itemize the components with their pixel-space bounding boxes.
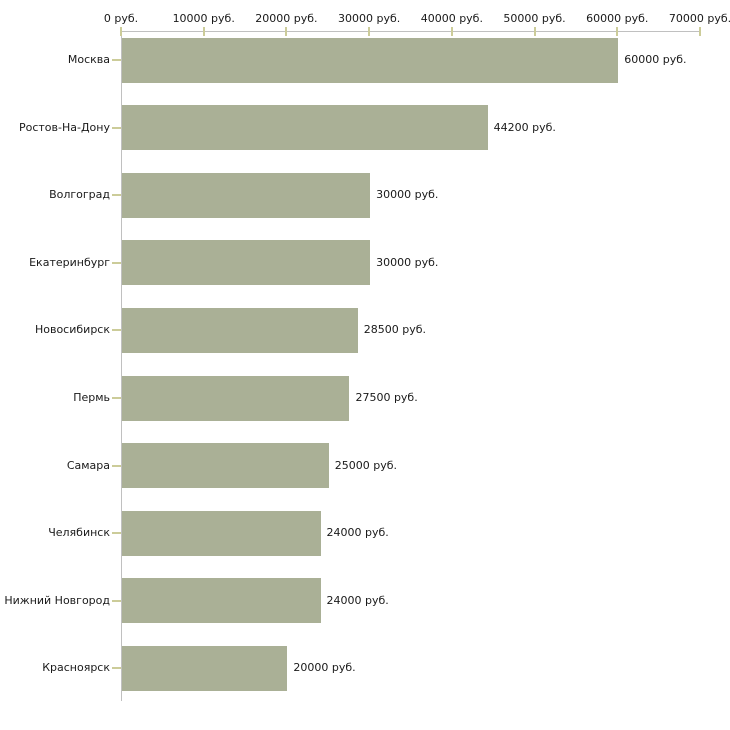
category-label: Новосибирск <box>34 323 110 337</box>
category-label: Волгоград <box>49 188 110 202</box>
bar <box>122 240 371 286</box>
bar <box>122 307 358 353</box>
category-tick <box>112 59 121 61</box>
value-label: 60000 руб. <box>624 53 687 66</box>
bar <box>122 578 321 624</box>
value-label: 20000 руб. <box>293 661 356 675</box>
x-axis-tick <box>616 27 619 36</box>
x-axis-tick <box>699 27 701 36</box>
value-label: 44200 руб. <box>493 120 556 134</box>
category-label: Нижний Новгород <box>4 593 110 607</box>
x-axis-tick-label: 40000 руб. <box>420 12 483 25</box>
x-axis-tick-label: 20000 руб. <box>255 12 318 25</box>
bar <box>122 105 488 151</box>
category-tick <box>112 532 121 535</box>
y-axis-line <box>121 31 122 701</box>
bar <box>122 37 619 83</box>
bar <box>122 375 350 421</box>
value-label: 25000 руб. <box>334 458 398 472</box>
category-label: Ростов-На-Дону <box>18 120 110 134</box>
x-axis-tick <box>533 27 536 36</box>
category-tick <box>112 397 121 399</box>
x-axis-line <box>121 31 700 32</box>
category-tick <box>112 464 121 467</box>
x-axis-tick <box>368 27 371 36</box>
x-axis-tick-label: 50000 руб. <box>503 12 566 25</box>
x-axis-tick <box>450 27 453 36</box>
bar <box>122 443 329 489</box>
value-label: 30000 руб. <box>376 255 439 269</box>
x-axis-tick-label: 0 руб. <box>103 12 139 25</box>
bar <box>122 172 371 218</box>
x-axis-tick <box>285 27 288 36</box>
x-axis-tick-label: 60000 руб. <box>586 12 649 25</box>
bar <box>122 510 321 556</box>
bar <box>122 645 288 691</box>
category-label: Москва <box>67 53 110 66</box>
x-axis-tick-label: 30000 руб. <box>338 12 401 25</box>
category-label: Красноярск <box>42 661 110 675</box>
value-label: 24000 руб. <box>326 526 389 540</box>
value-label: 30000 руб. <box>376 188 439 202</box>
category-tick <box>112 261 121 264</box>
category-label: Самара <box>66 458 110 472</box>
value-label: 24000 руб. <box>326 593 389 607</box>
category-tick <box>112 599 121 602</box>
category-label: Пермь <box>73 391 110 404</box>
x-axis-tick <box>202 27 205 36</box>
category-tick <box>112 329 121 332</box>
x-axis-tick-label: 70000 руб. <box>668 12 730 25</box>
x-axis-tick-label: 10000 руб. <box>172 12 235 25</box>
category-label: Челябинск <box>48 526 110 540</box>
category-tick <box>112 667 121 670</box>
category-tick <box>112 126 121 129</box>
category-tick <box>112 194 121 197</box>
x-axis-tick <box>120 27 122 36</box>
value-label: 27500 руб. <box>355 391 418 404</box>
value-label: 28500 руб. <box>363 323 426 337</box>
category-label: Екатеринбург <box>29 255 110 269</box>
